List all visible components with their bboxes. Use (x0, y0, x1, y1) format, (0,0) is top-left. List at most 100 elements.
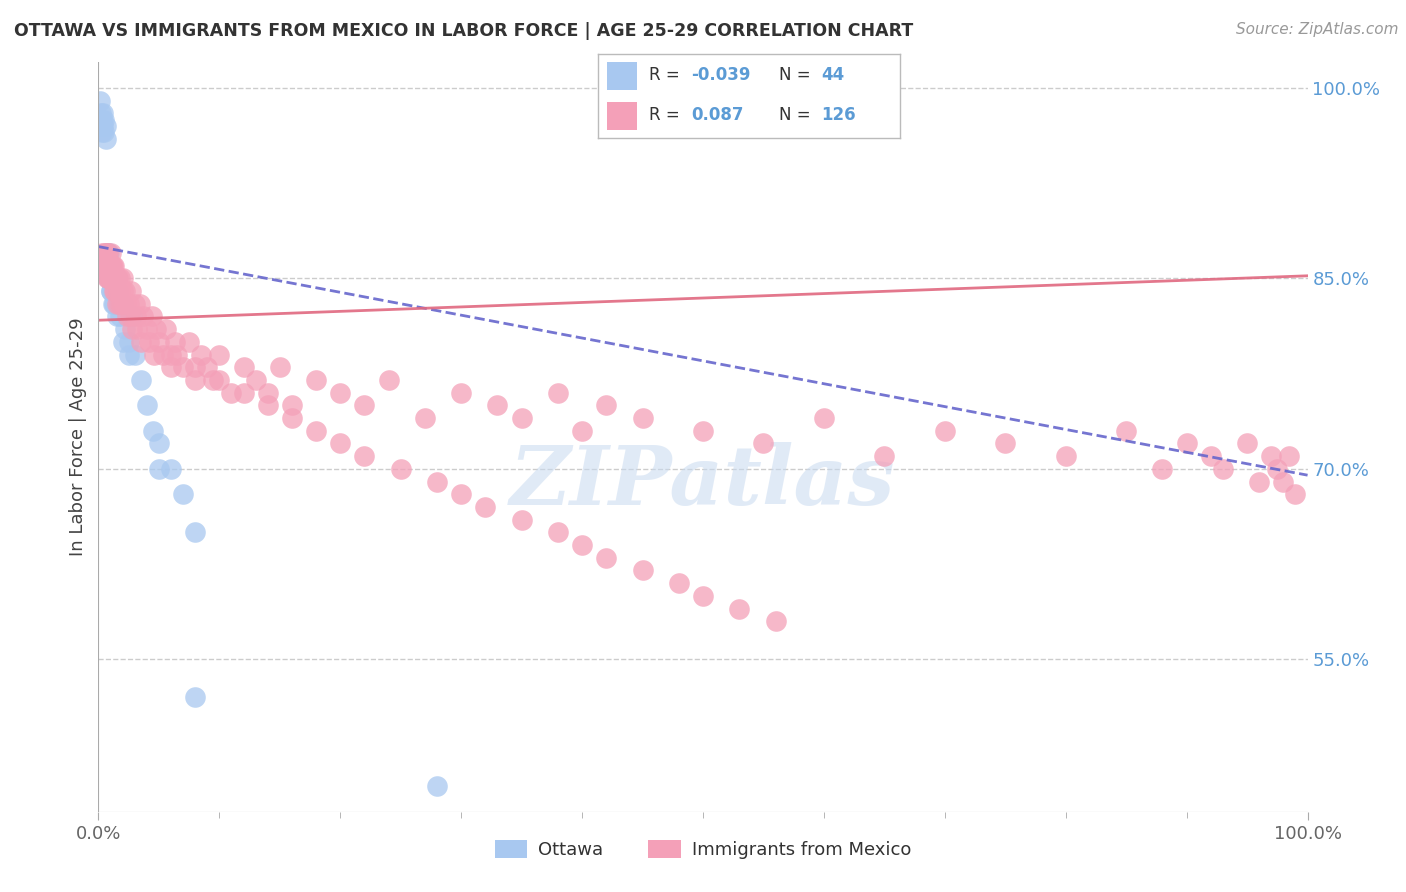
Point (101, 284, 124, 298)
Point (105, 310, 128, 324)
Point (668, 576, 690, 591)
Point (148, 334, 170, 349)
Point (100, 284, 122, 298)
Point (160, 462, 183, 476)
Point (118, 347, 141, 361)
Point (93, 125, 115, 139)
Point (94, 119, 117, 133)
Bar (606, 62, 637, 90)
Point (281, 411, 304, 425)
Point (120, 284, 142, 298)
Point (103, 259, 125, 273)
Point (1267, 462, 1289, 476)
Point (91, 106, 114, 120)
Point (152, 347, 174, 361)
Point (91, 246, 114, 260)
Point (765, 614, 787, 628)
Point (91, 259, 114, 273)
Point (692, 424, 714, 438)
Point (155, 322, 177, 336)
Point (108, 310, 131, 324)
Point (100, 246, 122, 260)
Point (107, 284, 129, 298)
Point (90, 119, 112, 133)
Point (117, 310, 139, 324)
Point (141, 310, 163, 324)
Point (232, 385, 254, 400)
Point (114, 284, 136, 298)
Point (184, 525, 207, 540)
Point (110, 297, 132, 311)
Point (329, 436, 352, 450)
Point (115, 297, 138, 311)
Point (389, 462, 412, 476)
Point (100, 259, 122, 273)
Point (148, 462, 170, 476)
Point (1260, 449, 1282, 463)
Point (873, 449, 896, 463)
Point (1175, 436, 1198, 450)
Point (190, 347, 212, 361)
Point (160, 360, 183, 375)
Point (595, 398, 617, 412)
Y-axis label: In Labor Force | Age 25-29: In Labor Force | Age 25-29 (69, 318, 87, 557)
Point (107, 271, 129, 285)
Text: N =: N = (779, 66, 810, 84)
Point (93, 259, 115, 273)
Point (232, 360, 254, 375)
Point (221, 385, 243, 400)
Point (105, 271, 128, 285)
Point (450, 385, 472, 400)
Point (184, 690, 207, 705)
Point (93, 246, 115, 260)
Point (377, 373, 399, 387)
Point (105, 271, 128, 285)
Point (1199, 449, 1222, 463)
Point (96, 271, 118, 285)
Point (118, 297, 141, 311)
Point (128, 297, 150, 311)
Point (118, 334, 141, 349)
Point (104, 284, 127, 298)
Point (135, 322, 157, 336)
Text: R =: R = (650, 66, 679, 84)
Point (97, 271, 120, 285)
Point (96, 259, 118, 273)
Point (105, 297, 128, 311)
Point (728, 601, 751, 615)
Point (97, 246, 120, 260)
Point (474, 500, 496, 514)
Text: ZIPatlas: ZIPatlas (510, 442, 896, 522)
Point (631, 411, 654, 425)
Point (245, 373, 267, 387)
Point (96, 246, 118, 260)
Text: R =: R = (650, 106, 679, 124)
Point (571, 538, 593, 552)
Point (108, 271, 131, 285)
Point (132, 310, 155, 324)
Point (353, 449, 375, 463)
Point (138, 334, 160, 349)
Point (135, 398, 157, 412)
Point (934, 424, 956, 438)
Point (1272, 475, 1295, 489)
Point (89, 94, 111, 108)
Text: Source: ZipAtlas.com: Source: ZipAtlas.com (1236, 22, 1399, 37)
Point (163, 334, 186, 349)
Point (1278, 449, 1301, 463)
Point (1284, 487, 1306, 501)
Point (129, 334, 152, 349)
Point (281, 398, 304, 412)
Point (111, 297, 134, 311)
Text: 44: 44 (821, 66, 845, 84)
Point (91, 119, 114, 133)
Point (94, 131, 117, 145)
Point (98, 246, 121, 260)
Point (94, 259, 117, 273)
Point (94, 246, 117, 260)
Point (107, 284, 129, 298)
Point (143, 347, 166, 361)
Point (547, 385, 569, 400)
Point (124, 297, 146, 311)
Point (100, 271, 122, 285)
